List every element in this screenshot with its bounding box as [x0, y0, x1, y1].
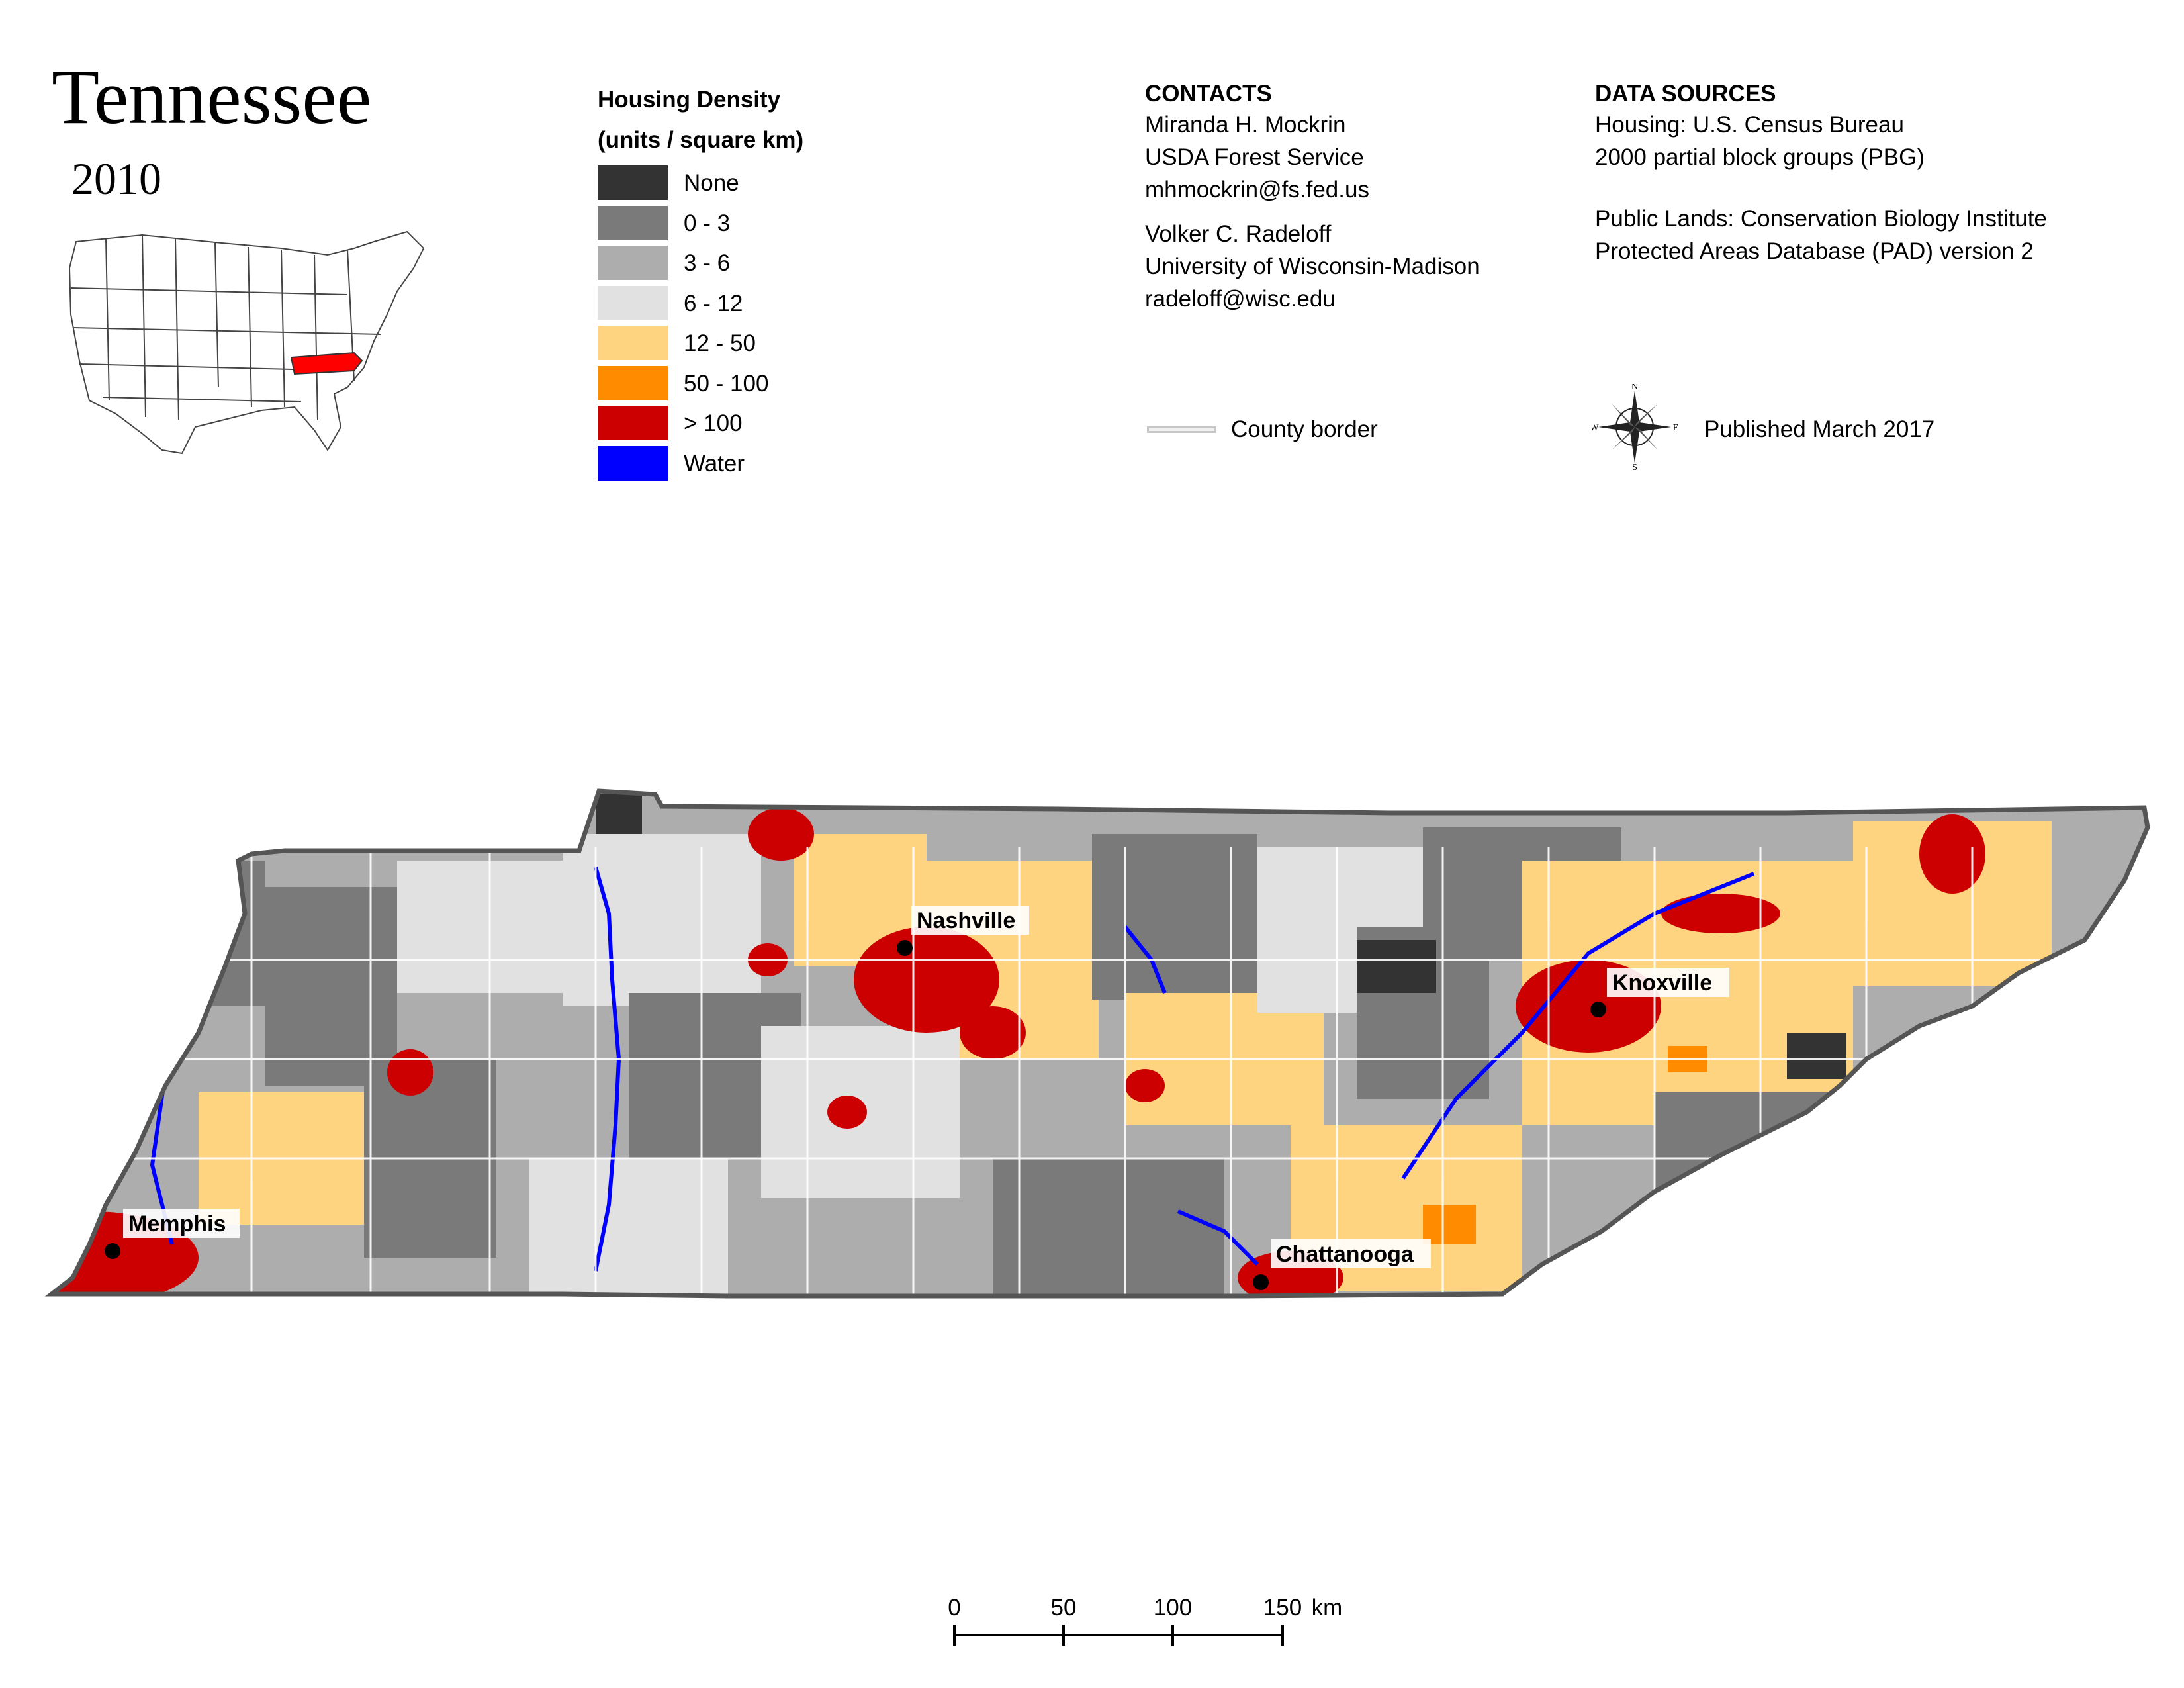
contact1-name: Miranda H. Mockrin [1145, 112, 1346, 138]
legend-title: Housing Density (units / square km) [598, 79, 803, 160]
scale-tick-150: 150 [1263, 1595, 1302, 1620]
legend-label: 6 - 12 [684, 290, 743, 316]
city-chattanooga: Chattanooga [1253, 1239, 1431, 1290]
housing-source-line1: Housing: U.S. Census Bureau [1595, 112, 1904, 138]
map-title: Tennessee [52, 54, 372, 140]
legend-title-line2: (units / square km) [598, 127, 804, 153]
contacts-heading: CONTACTS [1145, 81, 1272, 107]
city-marker-memphis [105, 1243, 120, 1259]
legend-label: Water [684, 450, 745, 477]
contact1-email: mhmockrin@fs.fed.us [1145, 177, 1369, 203]
housing-source-line2: 2000 partial block groups (PBG) [1595, 144, 1925, 170]
legend-swatch [598, 365, 668, 400]
legend-label: 50 - 100 [684, 370, 769, 397]
compass-s: S [1632, 463, 1637, 470]
legend-label: 3 - 6 [684, 250, 731, 276]
compass-rose-icon: N S W E [1592, 384, 1678, 470]
published-date: Published March 2017 [1704, 416, 1935, 442]
contact1-org: USDA Forest Service [1145, 144, 1364, 170]
legend-swatch [598, 246, 668, 280]
data-sources-heading: DATA SOURCES [1595, 81, 1776, 107]
map-year: 2010 [71, 154, 161, 204]
us-locator-map [68, 230, 425, 455]
county-border-label: County border [1231, 416, 1378, 442]
legend-swatch [598, 205, 668, 240]
city-label-knoxville: Knoxville [1612, 970, 1712, 996]
scale-bar: 0 50 100 150 km [948, 1595, 1342, 1646]
compass-w: W [1592, 423, 1599, 433]
density-patches [93, 794, 2052, 1296]
legend-label: 0 - 3 [684, 210, 731, 236]
legend-label: None [684, 170, 739, 196]
scale-tick-50: 50 [1051, 1595, 1077, 1620]
city-label-nashville: Nashville [917, 908, 1015, 933]
contact2-org: University of Wisconsin-Madison [1145, 254, 1480, 279]
city-marker-chattanooga [1253, 1274, 1269, 1290]
legend-item: 50 - 100 [598, 365, 929, 400]
legend-item: Water [598, 445, 929, 481]
compass-e: E [1673, 423, 1678, 433]
legend-title-line1: Housing Density [598, 87, 781, 113]
city-label-chattanooga: Chattanooga [1276, 1242, 1414, 1267]
legend-label: > 100 [684, 410, 743, 436]
legend-swatch [598, 326, 668, 360]
legend-label: 12 - 50 [684, 330, 756, 356]
county-borders [132, 847, 2118, 1296]
data-sources-block: DATA SOURCES Housing: U.S. Census Bureau… [1595, 79, 2047, 267]
legend-item: None [598, 165, 929, 200]
city-marker-nashville [897, 940, 913, 956]
legend-item: 12 - 50 [598, 326, 929, 360]
city-label-memphis: Memphis [128, 1211, 226, 1237]
legend-swatch [598, 165, 668, 200]
city-nashville: Nashville [897, 906, 1029, 956]
city-memphis: Memphis [105, 1209, 240, 1259]
contacts-block: CONTACTS Miranda H. Mockrin USDA Forest … [1145, 79, 1480, 315]
tennessee-outline [44, 788, 2150, 1299]
scale-tick-0: 0 [948, 1595, 960, 1620]
tennessee-highlight [290, 352, 363, 375]
city-marker-knoxville [1590, 1002, 1606, 1017]
legend-item: 0 - 3 [598, 205, 929, 240]
contact2-name: Volker C. Radeloff [1145, 221, 1332, 247]
legend-item: 6 - 12 [598, 285, 929, 320]
county-border-symbol [1147, 426, 1216, 433]
compass-n: N [1631, 384, 1638, 392]
legend-item: > 100 [598, 406, 929, 440]
scale-unit: km [1312, 1595, 1343, 1620]
public-lands-line2: Protected Areas Database (PAD) version 2 [1595, 238, 2034, 264]
public-lands-line1: Public Lands: Conservation Biology Insti… [1595, 206, 2047, 232]
legend-swatch [598, 406, 668, 440]
legend-swatch [598, 285, 668, 320]
city-knoxville: Knoxville [1590, 968, 1729, 1017]
legend-item: 3 - 6 [598, 246, 929, 280]
scale-tick-100: 100 [1154, 1595, 1192, 1620]
legend-swatch [598, 445, 668, 481]
contact2-email: radeloff@wisc.edu [1145, 286, 1336, 312]
